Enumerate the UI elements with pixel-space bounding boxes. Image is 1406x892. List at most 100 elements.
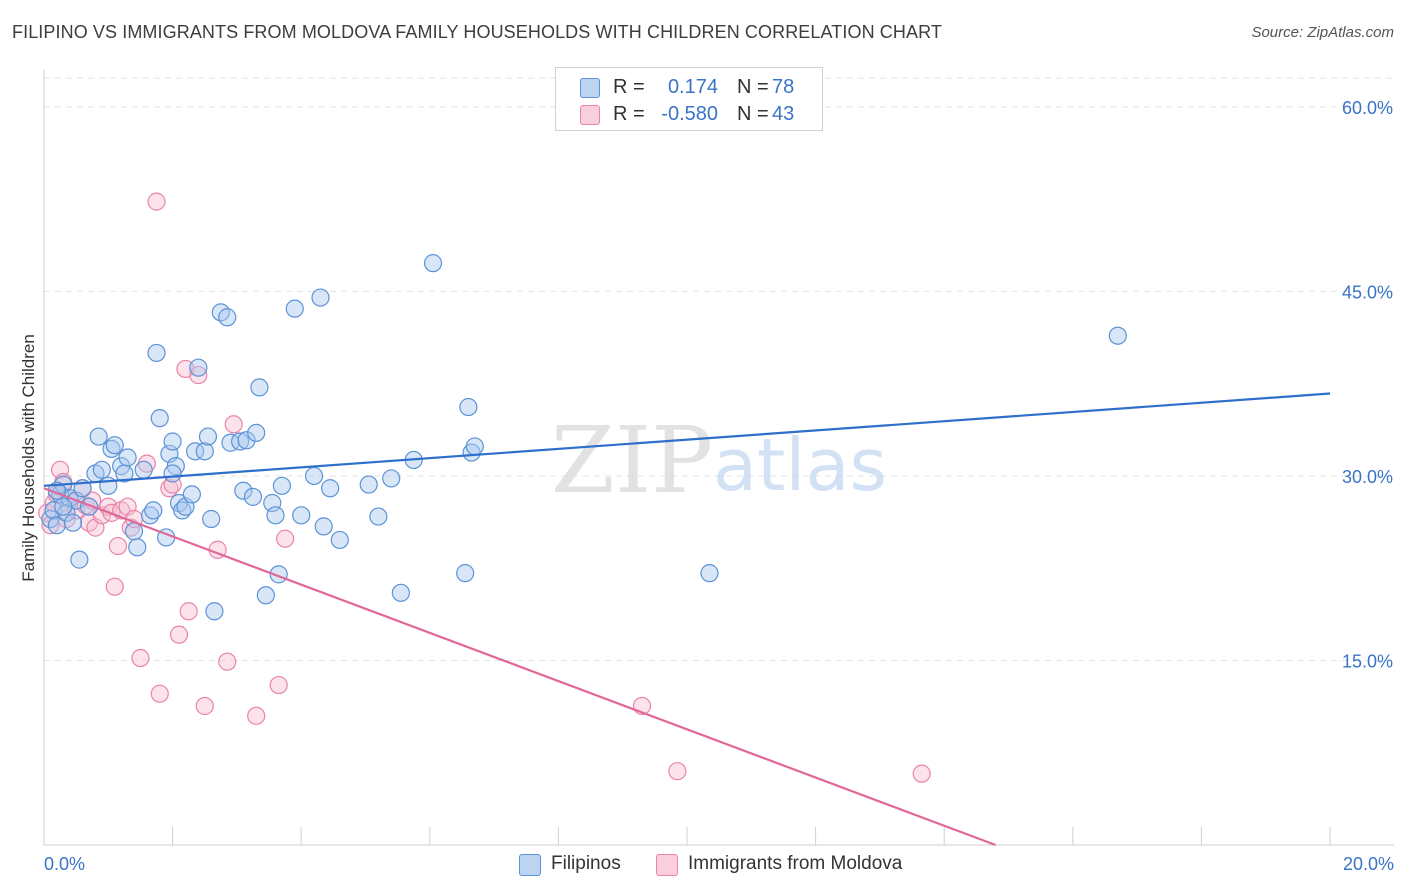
moldova-point: [147, 192, 166, 211]
moldova-point: [108, 536, 128, 556]
filipino-point: [147, 343, 166, 363]
filipino-point: [359, 475, 378, 494]
legend-label-filipinos: Filipinos: [551, 853, 621, 874]
filipinos-trend-line: [43, 392, 1331, 487]
filipino-point: [118, 448, 137, 467]
filipino-point: [459, 397, 478, 417]
filipino-point: [272, 476, 292, 495]
y-tick-label: 60.0%: [1342, 98, 1393, 118]
moldova-point: [41, 516, 60, 535]
x-tick-label-min: 0.0%: [44, 854, 85, 874]
moldova-point: [218, 652, 237, 671]
filipino-point: [182, 485, 201, 504]
filipino-point: [391, 583, 410, 602]
moldova-point: [912, 764, 931, 783]
filipino-point: [456, 564, 475, 583]
filipino-point: [218, 308, 237, 327]
filipino-point: [266, 506, 285, 525]
legend-r-label: R =: [613, 76, 645, 98]
moldova-point: [179, 602, 198, 621]
watermark-atlas: atlas: [713, 423, 887, 507]
filipino-point: [144, 501, 163, 520]
moldova-point: [131, 648, 150, 668]
filipino-point: [292, 506, 311, 525]
axes: [43, 70, 1394, 846]
filipino-point: [163, 432, 182, 451]
filipino-point: [231, 432, 250, 451]
filipino-point: [195, 442, 214, 461]
legend-swatch-filipinos: [580, 78, 600, 98]
filipino-point: [304, 466, 324, 486]
correlation-legend: R = 0.174 N = 78 R = -0.580 N = 43: [555, 67, 823, 131]
x-ticks: [43, 827, 1331, 845]
filipino-point: [202, 509, 221, 529]
legend-r-value: -0.580: [661, 103, 718, 125]
series-legend: Filipinos Immigrants from Moldova: [0, 852, 1406, 878]
filipino-point: [54, 497, 73, 516]
filipino-point: [1108, 326, 1127, 345]
filipino-point: [465, 437, 484, 456]
filipino-point: [70, 550, 89, 569]
filipino-point: [134, 460, 153, 479]
legend-r-value: 0.174: [667, 76, 718, 98]
filipino-point: [250, 378, 269, 397]
moldova-point: [276, 529, 295, 548]
moldova-point: [195, 696, 214, 716]
filipino-point: [140, 506, 160, 525]
moldova-point: [247, 706, 266, 725]
legend-label-moldova: Immigrants from Moldova: [688, 853, 903, 874]
moldova-trend-line: [43, 487, 997, 847]
zipatlas-watermark: ZIP atlas: [551, 407, 887, 514]
grid-lines: [44, 77, 1394, 661]
filipino-point: [382, 469, 401, 488]
filipino-point: [243, 487, 263, 506]
filipino-point: [234, 481, 253, 500]
y-axis-title: Family Households with Children: [19, 334, 38, 582]
filipino-point: [237, 431, 256, 450]
moldova-point: [169, 625, 189, 644]
filipino-point: [311, 288, 330, 307]
filipino-point: [314, 517, 333, 536]
filipino-point: [256, 586, 275, 605]
legend-n-label: N =: [737, 76, 769, 98]
legend-r-label: R =: [613, 103, 645, 125]
filipino-point: [700, 564, 719, 583]
legend-n-label: N =: [737, 103, 769, 125]
filipino-point: [92, 460, 111, 479]
filipino-point: [189, 358, 208, 377]
filipino-point: [330, 530, 349, 550]
moldova-point: [105, 577, 124, 596]
filipino-point: [63, 513, 83, 532]
x-tick-label-max: 20.0%: [1343, 854, 1394, 874]
series-filipinos-points: [41, 254, 1127, 621]
legend-swatch-filipinos: [519, 854, 541, 876]
legend-n-value: 43: [772, 103, 795, 125]
source-note: Source: ZipAtlas.com: [1251, 24, 1394, 41]
filipino-point: [285, 299, 304, 318]
filipino-point: [198, 427, 218, 446]
legend-n-value: 78: [772, 76, 795, 98]
filipino-point: [163, 464, 182, 483]
y-tick-label: 30.0%: [1342, 467, 1393, 487]
filipino-point: [150, 409, 169, 428]
filipino-point: [89, 427, 108, 446]
watermark-zip: ZIP: [551, 407, 713, 514]
moldova-point: [150, 684, 169, 703]
legend-row-moldova: R = -0.580 N = 43: [556, 101, 822, 129]
filipino-point: [369, 507, 388, 526]
legend-swatch-moldova: [580, 105, 600, 125]
chart-title: FILIPINO VS IMMIGRANTS FROM MOLDOVA FAMI…: [12, 22, 942, 42]
series-moldova-points: [38, 192, 931, 783]
legend-row-filipinos: R = 0.174 N = 78: [556, 74, 822, 102]
filipino-point: [186, 442, 205, 461]
moldova-point: [668, 762, 687, 781]
y-tick-label: 45.0%: [1342, 282, 1393, 302]
y-tick-label: 15.0%: [1342, 651, 1393, 671]
filipino-point: [247, 423, 266, 442]
y-tick-labels: 15.0% 30.0% 45.0% 60.0%: [1342, 98, 1393, 672]
filipino-point: [321, 479, 340, 498]
filipino-point: [423, 254, 443, 273]
trend-lines: [43, 392, 1331, 847]
moldova-point: [189, 365, 208, 385]
